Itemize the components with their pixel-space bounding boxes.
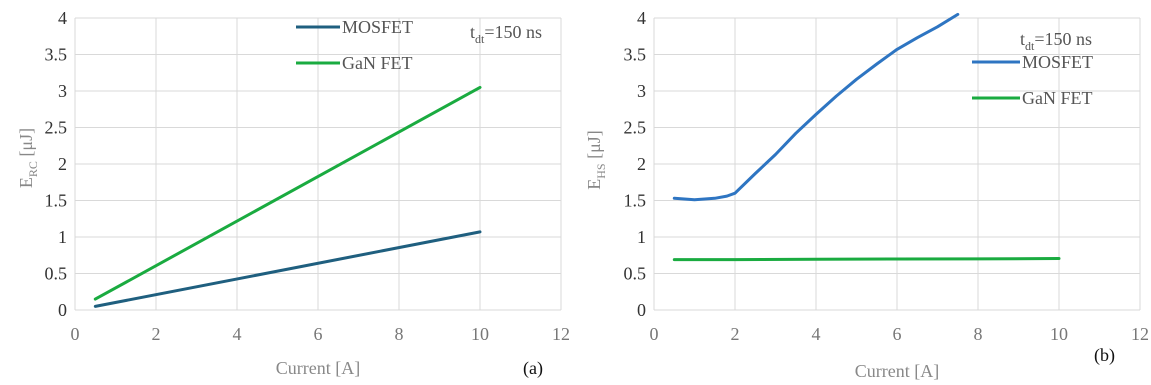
chart-panel-b: 0 0.5 1 1.5 2 2.5 3 3.5 4 0 2 4 6 8 10 12 MOSFET GaN FET t…	[584, 8, 1149, 381]
series-line-mosfet	[93, 230, 482, 308]
chart-panel-a: 0 0.5 1 1.5 2 2.5 3 3.5 4 0 2 4 6 8 10 12 MOSFET GaN FET t…	[16, 8, 570, 379]
y-tick-label: 4	[637, 8, 646, 28]
y-tick-label: 0	[637, 300, 646, 320]
y-tick-label: 0	[58, 300, 67, 320]
y-axis-label: ERC [μJ]	[16, 128, 40, 188]
legend-label: GaN FET	[1022, 88, 1093, 108]
panel-label: (a)	[523, 358, 543, 379]
y-tick-label: 3	[58, 81, 67, 101]
series-line-mosfet	[672, 12, 960, 202]
x-tick-label: 12	[552, 324, 570, 344]
x-tick-label: 8	[974, 324, 983, 344]
y-tick-label: 0.5	[624, 264, 647, 284]
x-tick-label: 2	[731, 324, 740, 344]
deadtime-annotation: tdt=150 ns	[1020, 29, 1092, 53]
y-tick-label: 0.5	[45, 264, 68, 284]
y-tick-label: 1	[637, 227, 646, 247]
y-tick-label: 3.5	[45, 45, 68, 65]
legend-label: MOSFET	[342, 17, 413, 37]
panel-label: (b)	[1094, 345, 1115, 366]
x-tick-label: 6	[314, 324, 323, 344]
x-tick-label: 12	[1131, 324, 1149, 344]
x-tick-label: 4	[233, 324, 242, 344]
y-tick-label: 1.5	[45, 191, 68, 211]
x-tick-label: 0	[71, 324, 80, 344]
series-line-gan-fet	[672, 257, 1061, 262]
x-axis-label: Current [A]	[855, 361, 939, 381]
y-tick-label: 2	[637, 154, 646, 174]
series-line-gan-fet	[93, 85, 482, 301]
x-tick-label: 0	[650, 324, 659, 344]
x-tick-label: 4	[812, 324, 821, 344]
y-tick-label: 1	[58, 227, 67, 247]
x-tick-label: 8	[395, 324, 404, 344]
x-tick-label: 2	[152, 324, 161, 344]
y-axis-label: EHS [μJ]	[584, 130, 608, 190]
y-tick-label: 2.5	[45, 118, 68, 138]
y-tick-label: 2	[58, 154, 67, 174]
x-tick-label: 10	[471, 324, 489, 344]
x-tick-label: 10	[1050, 324, 1068, 344]
legend-label: GaN FET	[342, 53, 413, 73]
legend-label: MOSFET	[1022, 52, 1093, 72]
y-tick-label: 2.5	[624, 118, 647, 138]
y-tick-label: 3	[637, 81, 646, 101]
y-tick-label: 4	[58, 8, 67, 28]
y-tick-label: 3.5	[624, 45, 647, 65]
y-tick-label: 1.5	[624, 191, 647, 211]
deadtime-annotation: tdt=150 ns	[470, 22, 542, 46]
x-tick-label: 6	[893, 324, 902, 344]
x-axis-label: Current [A]	[276, 358, 360, 378]
